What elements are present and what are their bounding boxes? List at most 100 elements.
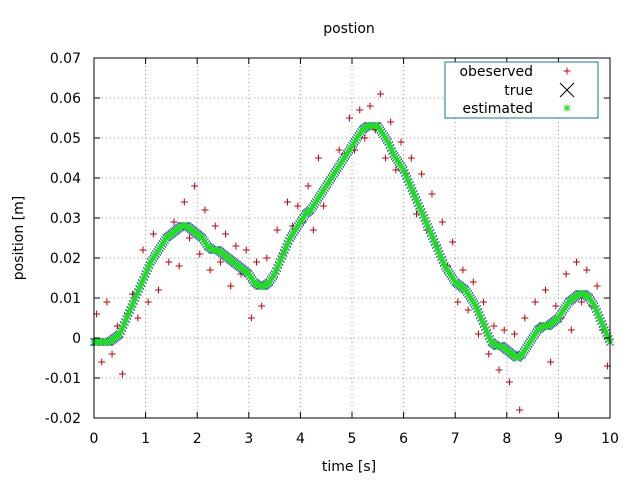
observed-point [222,230,230,238]
observed-point [247,314,255,322]
observed-point [149,230,157,238]
observed-point [531,298,539,306]
data-series [90,90,614,414]
observed-point [464,306,472,314]
observed-point [366,102,374,110]
y-tick-label: 0.02 [50,251,81,267]
legend-label-observed: obeserved [459,64,533,80]
x-tick-label: 1 [141,431,150,447]
legend-box [444,61,599,119]
observed-point [392,166,400,174]
observed-point [382,154,390,162]
legend: obeserved true estimated [444,61,599,119]
observed-point [562,270,570,278]
observed-point [469,278,477,286]
observed-point [170,218,178,226]
observed-point [144,298,152,306]
observed-point [474,330,482,338]
y-tick-label: 0.01 [50,291,81,307]
y-tick-label: 0.05 [50,131,81,147]
observed-point [459,266,467,274]
observed-point [113,322,121,330]
observed-point [284,198,291,206]
legend-marker-cross [559,82,575,98]
observed-point [428,190,436,198]
y-tick-label: -0.01 [45,371,81,387]
observed-point [345,114,353,122]
x-tick-label: 6 [399,431,408,447]
observed-point [567,326,575,334]
observed-point [304,182,312,190]
y-tick-label: -0.02 [45,411,81,427]
observed-point [454,298,462,306]
observed-point [227,282,235,290]
observed-point [583,266,591,274]
observed-point [165,258,173,266]
estimated-point [597,317,605,325]
legend-marker-star [563,104,571,112]
observed-point [376,90,384,98]
observed-point [139,246,147,254]
observed-point [521,314,529,322]
observed-point [118,370,126,378]
estimated-point [423,220,431,228]
x-tick-label: 4 [296,431,305,447]
x-axis-title: time [s] [322,459,376,475]
observed-point [237,270,245,278]
observed-point [180,198,188,206]
x-tick-label: 3 [244,431,253,447]
observed-point [361,134,369,142]
y-tick-label: 0.04 [50,171,81,187]
observed-point [294,202,302,210]
estimated-point [600,323,608,331]
observed-point [335,146,343,154]
observed-point [155,286,162,294]
observed-point [108,350,116,358]
legend-markers [559,67,575,112]
observed-point [407,154,415,162]
x-tick-label: 2 [193,431,202,447]
observed-point [356,106,364,114]
legend-label-estimated: estimated [463,101,534,117]
observed-point [547,358,555,366]
observed-point [232,242,240,250]
observed-point [397,138,405,146]
observed-point [206,266,214,274]
observed-point [495,366,503,374]
series-star [90,122,614,362]
observed-point [480,298,488,306]
y-tick-label: 0.03 [50,211,81,227]
observed-point [103,298,111,306]
observed-point [196,250,204,258]
observed-point [273,226,281,234]
y-tick-label: 0.07 [50,51,81,67]
legend-marker-plus [563,67,571,75]
observed-point [593,282,601,290]
x-tick-label: 10 [601,431,619,447]
observed-point [542,286,549,294]
observed-point [578,298,586,306]
x-tick-label: 8 [502,431,511,447]
observed-point [314,154,322,162]
observed-point [211,222,219,230]
legend-label-true: true [504,83,533,99]
x-tick-label: 9 [554,431,563,447]
observed-point [216,258,224,266]
observed-point [191,182,199,190]
observed-point [516,406,524,414]
observed-point [175,262,183,270]
estimated-point [407,184,415,192]
chart-title: postion [323,21,375,37]
estimated-point [592,305,600,313]
observed-point [98,358,106,366]
observed-point [134,314,142,322]
observed-point [418,170,426,178]
observed-point [449,238,457,246]
observed-point [552,302,560,310]
x-tick-label: 7 [451,431,460,447]
y-tick-label: 0.06 [50,91,81,107]
observed-point [263,254,271,262]
observed-point [387,118,395,126]
observed-point [505,378,513,386]
